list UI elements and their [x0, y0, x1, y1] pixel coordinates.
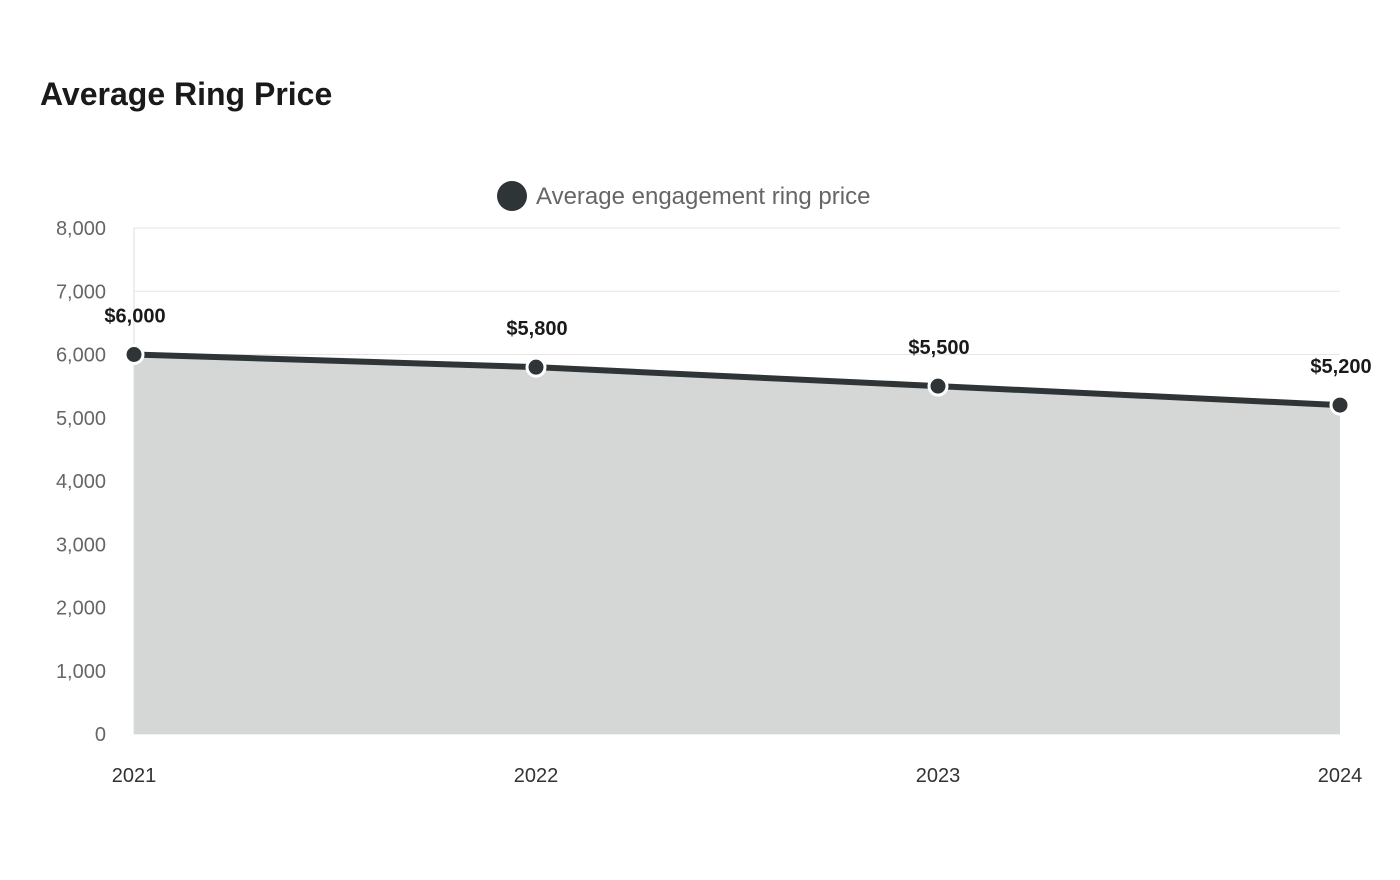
y-tick-label: 0	[95, 724, 106, 746]
data-point[interactable]	[1329, 394, 1351, 416]
y-tick-label: 1,000	[56, 661, 106, 683]
data-label: $5,800	[506, 318, 567, 340]
area-fill	[134, 354, 1340, 734]
data-points	[123, 344, 1351, 416]
legend-swatch-icon	[497, 181, 527, 211]
data-point[interactable]	[123, 344, 145, 365]
y-tick-label: 3,000	[56, 534, 106, 556]
area-layer	[134, 354, 1340, 734]
chart-title: Average Ring Price	[40, 76, 333, 112]
y-tick-label: 5,000	[56, 408, 106, 430]
y-tick-label: 2,000	[56, 598, 106, 620]
x-tick-label: 2023	[916, 765, 961, 787]
data-label: $5,500	[908, 337, 969, 359]
x-tick-label: 2024	[1318, 765, 1363, 787]
line-layer	[133, 351, 1341, 409]
series-line	[133, 351, 1341, 409]
y-tick-label: 4,000	[56, 471, 106, 493]
data-label: $6,000	[104, 306, 165, 328]
axes: 0 1,000 2,000 3,000 4,000 5,000 6,000 7,000 8,00…	[56, 218, 1362, 787]
x-tick-label: 2021	[112, 765, 157, 787]
y-tick-label: 6,000	[56, 345, 106, 367]
x-tick-label: 2022	[514, 765, 559, 787]
y-tick-label: 7,000	[56, 281, 106, 303]
data-point[interactable]	[927, 375, 949, 397]
legend-label[interactable]: Average engagement ring price	[536, 183, 870, 210]
legend[interactable]: Average engagement ring price	[497, 181, 870, 211]
data-labels: $6,000 $5,800 $5,500 $5,200	[104, 306, 1371, 379]
data-label: $5,200	[1310, 356, 1371, 378]
data-point[interactable]	[525, 356, 547, 378]
y-tick-label: 8,000	[56, 218, 106, 240]
